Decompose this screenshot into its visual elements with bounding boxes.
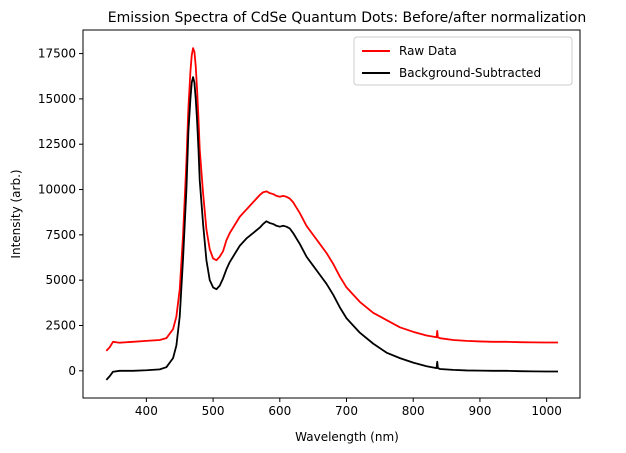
legend-box xyxy=(353,36,573,86)
y-axis: 0 2500 5000 7500 10000 12500 15000 17500 xyxy=(38,47,83,378)
series-line-background-subtracted xyxy=(105,76,558,381)
plot-area xyxy=(82,29,581,399)
series-line-raw-data xyxy=(105,47,558,352)
x-axis-label: Wavelength (nm) xyxy=(295,430,399,444)
x-tick-label: 700 xyxy=(335,404,358,418)
y-tick-label: 12500 xyxy=(38,137,76,151)
x-tick-label: 500 xyxy=(202,404,225,418)
y-axis-label: Intensity (arb.) xyxy=(9,169,23,258)
y-tick-label: 0 xyxy=(68,364,76,378)
chart-title: Emission Spectra of CdSe Quantum Dots: B… xyxy=(108,10,587,26)
legend-entry: Background-Subtracted xyxy=(399,66,541,80)
legend: Raw Data Background-Subtracted xyxy=(353,36,573,86)
x-axis: 400 500 600 700 800 900 1000 xyxy=(135,398,562,418)
y-tick-label: 15000 xyxy=(38,92,76,106)
x-tick-label: 600 xyxy=(268,404,291,418)
y-tick-label: 5000 xyxy=(45,273,76,287)
x-tick-label: 1000 xyxy=(531,404,562,418)
series-layer xyxy=(105,47,558,381)
x-tick-label: 800 xyxy=(402,404,425,418)
legend-entry: Raw Data xyxy=(399,44,457,58)
y-tick-label: 2500 xyxy=(45,318,76,332)
plot-frame xyxy=(82,29,581,399)
y-tick-label: 17500 xyxy=(38,47,76,61)
y-tick-label: 7500 xyxy=(45,228,76,242)
x-tick-label: 400 xyxy=(135,404,158,418)
y-tick-label: 10000 xyxy=(38,183,76,197)
x-tick-label: 900 xyxy=(468,404,491,418)
